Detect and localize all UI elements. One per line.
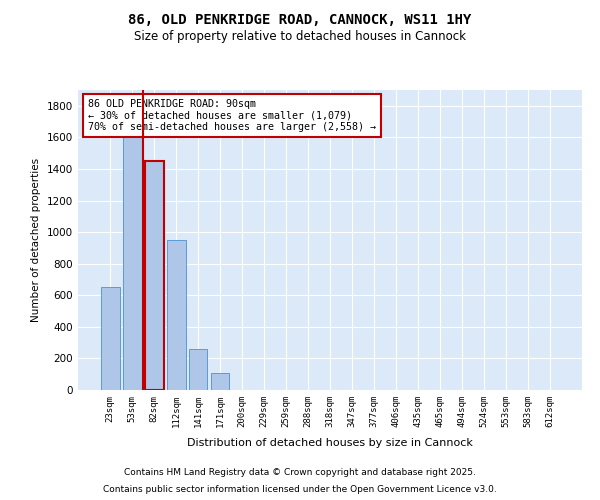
Y-axis label: Number of detached properties: Number of detached properties [31, 158, 41, 322]
Bar [189, 349, 208, 390]
Text: 86, OLD PENKRIDGE ROAD, CANNOCK, WS11 1HY: 86, OLD PENKRIDGE ROAD, CANNOCK, WS11 1H… [128, 12, 472, 26]
Text: Distribution of detached houses by size in Cannock: Distribution of detached houses by size … [187, 438, 473, 448]
Text: Contains HM Land Registry data © Crown copyright and database right 2025.: Contains HM Land Registry data © Crown c… [124, 468, 476, 477]
Bar [101, 288, 119, 390]
Text: 86 OLD PENKRIDGE ROAD: 90sqm
← 30% of detached houses are smaller (1,079)
70% of: 86 OLD PENKRIDGE ROAD: 90sqm ← 30% of de… [88, 99, 376, 132]
Bar [123, 130, 142, 390]
Bar [145, 161, 164, 390]
Text: Size of property relative to detached houses in Cannock: Size of property relative to detached ho… [134, 30, 466, 43]
Text: Contains public sector information licensed under the Open Government Licence v3: Contains public sector information licen… [103, 484, 497, 494]
Bar [211, 374, 229, 390]
Bar [167, 240, 185, 390]
